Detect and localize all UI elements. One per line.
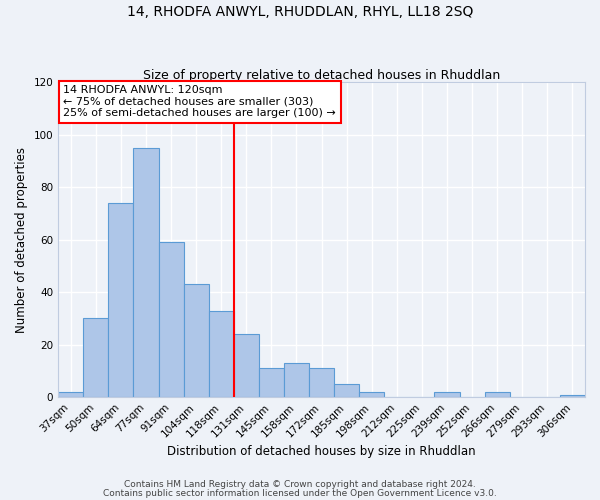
Bar <box>309 368 334 397</box>
Bar <box>133 148 158 397</box>
Bar <box>485 392 510 397</box>
Bar <box>359 392 385 397</box>
Text: Contains public sector information licensed under the Open Government Licence v3: Contains public sector information licen… <box>103 488 497 498</box>
Bar <box>560 394 585 397</box>
Bar <box>334 384 359 397</box>
Text: 14, RHODFA ANWYL, RHUDDLAN, RHYL, LL18 2SQ: 14, RHODFA ANWYL, RHUDDLAN, RHYL, LL18 2… <box>127 5 473 19</box>
Bar <box>234 334 259 397</box>
Bar <box>434 392 460 397</box>
Bar <box>158 242 184 397</box>
Y-axis label: Number of detached properties: Number of detached properties <box>15 146 28 332</box>
Bar <box>284 363 309 397</box>
X-axis label: Distribution of detached houses by size in Rhuddlan: Distribution of detached houses by size … <box>167 444 476 458</box>
Bar <box>58 392 83 397</box>
Text: 14 RHODFA ANWYL: 120sqm
← 75% of detached houses are smaller (303)
25% of semi-d: 14 RHODFA ANWYL: 120sqm ← 75% of detache… <box>64 85 336 118</box>
Bar <box>259 368 284 397</box>
Title: Size of property relative to detached houses in Rhuddlan: Size of property relative to detached ho… <box>143 69 500 82</box>
Bar <box>209 310 234 397</box>
Bar <box>109 203 133 397</box>
Text: Contains HM Land Registry data © Crown copyright and database right 2024.: Contains HM Land Registry data © Crown c… <box>124 480 476 489</box>
Bar <box>83 318 109 397</box>
Bar <box>184 284 209 397</box>
